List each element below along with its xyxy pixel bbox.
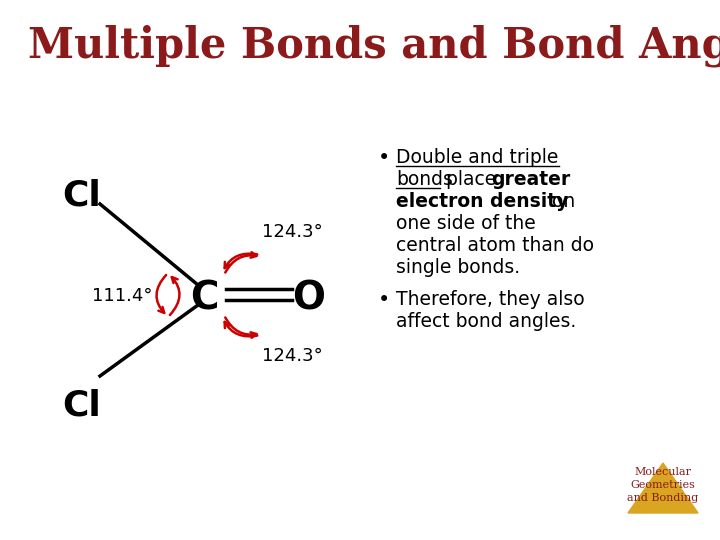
- Text: Cl: Cl: [62, 388, 101, 422]
- Text: single bonds.: single bonds.: [396, 258, 520, 277]
- Text: one side of the: one side of the: [396, 214, 536, 233]
- Text: greater: greater: [491, 170, 570, 189]
- Text: on: on: [546, 192, 575, 211]
- Text: 111.4°: 111.4°: [92, 287, 153, 305]
- Text: bonds: bonds: [396, 170, 453, 189]
- Text: 124.3°: 124.3°: [262, 223, 323, 241]
- Text: O: O: [292, 279, 325, 317]
- Text: Molecular
Geometries
and Bonding: Molecular Geometries and Bonding: [627, 467, 698, 503]
- Text: electron density: electron density: [396, 192, 568, 211]
- Text: 124.3°: 124.3°: [262, 347, 323, 365]
- Text: •: •: [378, 290, 390, 310]
- Text: Double and triple: Double and triple: [396, 148, 559, 167]
- Text: C: C: [190, 279, 218, 317]
- Text: Multiple Bonds and Bond Angles: Multiple Bonds and Bond Angles: [28, 25, 720, 68]
- Text: place: place: [440, 170, 503, 189]
- Text: Cl: Cl: [62, 178, 101, 212]
- Text: •: •: [378, 148, 390, 168]
- Text: central atom than do: central atom than do: [396, 236, 594, 255]
- Text: affect bond angles.: affect bond angles.: [396, 312, 576, 331]
- Polygon shape: [628, 463, 698, 513]
- Text: Therefore, they also: Therefore, they also: [396, 290, 585, 309]
